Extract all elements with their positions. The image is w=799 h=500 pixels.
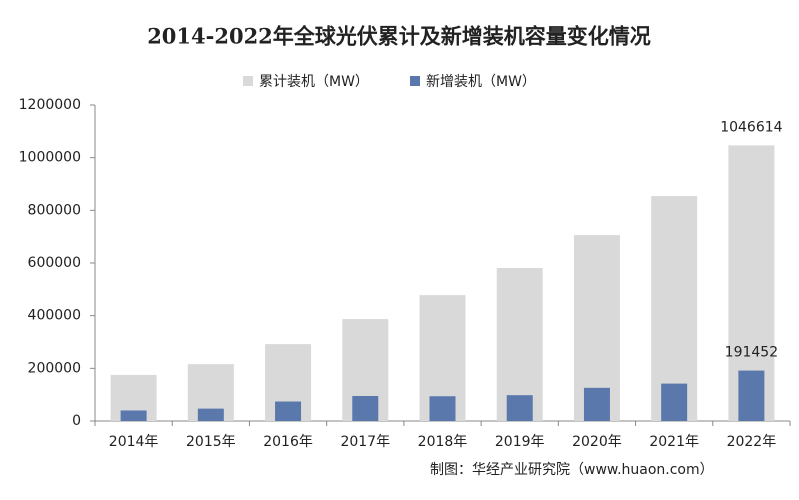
x-tick-label: 2014年 [109,434,159,450]
y-tick-label: 800000 [28,202,81,218]
bar [352,395,379,421]
bar [120,410,147,421]
legend-label: 累计装机（MW） [259,74,369,90]
x-tick-label: 2015年 [186,434,236,450]
source-note: 制图：华经产业研究院（www.huaon.com） [430,462,714,478]
legend-swatch [410,76,420,86]
bar [738,370,765,421]
data-label: 191452 [725,345,778,361]
bar [506,395,533,421]
y-tick-label: 600000 [28,255,81,271]
bar [651,196,698,421]
y-tick-label: 0 [72,413,81,429]
x-tick-label: 2019年 [495,434,545,450]
y-tick-label: 1000000 [19,150,81,166]
x-tick-label: 2017年 [340,434,390,450]
x-tick-label: 2016年 [263,434,313,450]
legend-swatch [243,76,253,86]
x-tick-label: 2022年 [727,434,777,450]
bar [429,396,456,421]
legend-label: 新增装机（MW） [426,74,536,90]
data-label: 1046614 [720,119,782,135]
y-tick-label: 200000 [28,360,81,376]
bar [583,387,610,421]
chart-title: 2014-2022年全球光伏累计及新增装机容量变化情况 [147,24,651,49]
bar [197,408,224,421]
x-tick-label: 2020年 [572,434,622,450]
bar [661,383,688,421]
y-tick-label: 1200000 [19,97,81,113]
y-tick-label: 400000 [28,308,81,324]
x-tick-label: 2018年 [418,434,468,450]
x-tick-label: 2021年 [649,434,699,450]
bar [275,401,302,421]
